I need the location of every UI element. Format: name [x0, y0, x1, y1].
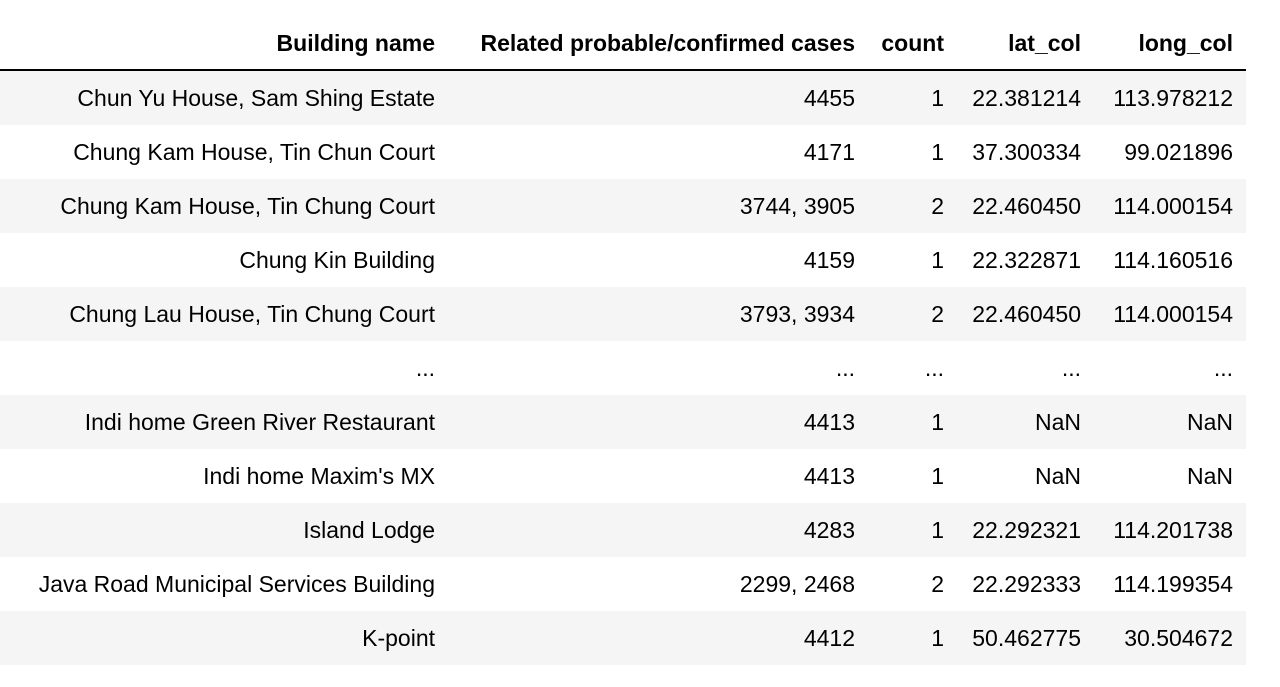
cell-building-name: Chung Kam House, Tin Chung Court	[60, 192, 435, 219]
table-row: Java Road Municipal Services Building 229…	[0, 557, 1246, 611]
cell-lat-col: 22.292321	[972, 516, 1081, 543]
dataframe-table: Building name Related probable/confirmed…	[0, 17, 1246, 665]
cell-count: 1	[931, 408, 944, 435]
cell-related-cases: 4413	[803, 462, 855, 489]
cell-lat-col: NaN	[1034, 408, 1081, 435]
cell-long-col: 99.021896	[1124, 138, 1233, 165]
cell-long-col: 114.199354	[1113, 570, 1233, 597]
cell-long-col: 114.201738	[1113, 516, 1233, 543]
cell-building-name: Chung Lau House, Tin Chung Court	[69, 300, 435, 327]
cell-long-col: 30.504672	[1124, 624, 1233, 651]
cell-count: 1	[931, 624, 944, 651]
cell-count: ...	[924, 354, 944, 381]
cell-count: 2	[931, 570, 944, 597]
cell-building-name: Indi home Maxim's MX	[203, 462, 435, 489]
cell-lat-col: 50.462775	[972, 624, 1081, 651]
table-row: ...............	[0, 341, 1246, 395]
cell-related-cases: ...	[835, 354, 855, 381]
cell-related-cases: 3793, 3934	[739, 300, 855, 327]
cell-related-cases: 2299, 2468	[739, 570, 855, 597]
cell-building-name: Indi home Green River Restaurant	[84, 408, 435, 435]
cell-building-name: Chun Yu House, Sam Shing Estate	[77, 84, 435, 111]
table-body: Chun Yu House, Sam Shing Estate 4455 1 22.3…	[0, 70, 1246, 665]
table-row: Chung Kam House, Tin Chun Court 4171 1 37.3…	[0, 125, 1246, 179]
table-row: Indi home Green River Restaurant 4413 1 NaN…	[0, 395, 1246, 449]
cell-long-col: NaN	[1186, 462, 1233, 489]
cell-building-name: Java Road Municipal Services Building	[38, 570, 435, 597]
table-row: Chun Yu House, Sam Shing Estate 4455 1 22.3…	[0, 70, 1246, 125]
header-row: Building name Related probable/confirmed…	[0, 17, 1246, 71]
cell-building-name: ...	[415, 354, 435, 381]
cell-building-name: Chung Kin Building	[239, 246, 435, 273]
cell-lat-col: 22.292333	[972, 570, 1081, 597]
table-row: Chung Kin Building 4159 1 22.322871 114.1605…	[0, 233, 1246, 287]
cell-related-cases: 4412	[803, 624, 855, 651]
cell-lat-col: 22.460450	[972, 192, 1081, 219]
cell-related-cases: 3744, 3905	[739, 192, 855, 219]
cell-lat-col: 22.322871	[972, 246, 1081, 273]
table-header: Building name Related probable/confirmed…	[0, 17, 1246, 71]
cell-lat-col: ...	[1061, 354, 1081, 381]
cell-related-cases: 4413	[803, 408, 855, 435]
cell-count: 1	[931, 138, 944, 165]
cell-long-col: NaN	[1186, 408, 1233, 435]
table-row: Indi home Maxim's MX 4413 1 NaN NaN	[0, 449, 1246, 503]
column-header-count: count	[868, 17, 957, 71]
cell-count: 1	[931, 516, 944, 543]
cell-count: 1	[931, 84, 944, 111]
cell-building-name: K-point	[362, 624, 435, 651]
column-header-long-col: long_col	[1094, 17, 1246, 71]
cell-building-name: Chung Kam House, Tin Chun Court	[73, 138, 435, 165]
cell-related-cases: 4455	[803, 84, 855, 111]
cell-long-col: ...	[1213, 354, 1233, 381]
cell-related-cases: 4159	[803, 246, 855, 273]
cell-lat-col: 37.300334	[972, 138, 1081, 165]
column-header-building-name: Building name	[0, 17, 448, 71]
cell-long-col: 113.978212	[1113, 84, 1233, 111]
cell-long-col: 114.160516	[1113, 246, 1233, 273]
cell-building-name: Island Lodge	[303, 516, 435, 543]
cell-long-col: 114.000154	[1113, 192, 1233, 219]
table-row: Chung Kam House, Tin Chung Court 3744, 39…	[0, 179, 1246, 233]
cell-lat-col: 22.381214	[972, 84, 1081, 111]
cell-count: 1	[931, 246, 944, 273]
column-header-related-cases: Related probable/confirmed cases	[448, 17, 868, 71]
cell-related-cases: 4283	[803, 516, 855, 543]
cell-count: 2	[931, 300, 944, 327]
table-row: Chung Lau House, Tin Chung Court 3793, 39…	[0, 287, 1246, 341]
cell-long-col: 114.000154	[1113, 300, 1233, 327]
cell-count: 2	[931, 192, 944, 219]
cell-count: 1	[931, 462, 944, 489]
cell-lat-col: NaN	[1034, 462, 1081, 489]
column-header-lat-col: lat_col	[957, 17, 1094, 71]
cell-related-cases: 4171	[803, 138, 855, 165]
table-row: Island Lodge 4283 1 22.292321 114.201738	[0, 503, 1246, 557]
cell-lat-col: 22.460450	[972, 300, 1081, 327]
table-row: K-point 4412 1 50.462775 30.504672	[0, 611, 1246, 665]
dataframe-output: Building name Related probable/confirmed…	[0, 17, 1246, 665]
